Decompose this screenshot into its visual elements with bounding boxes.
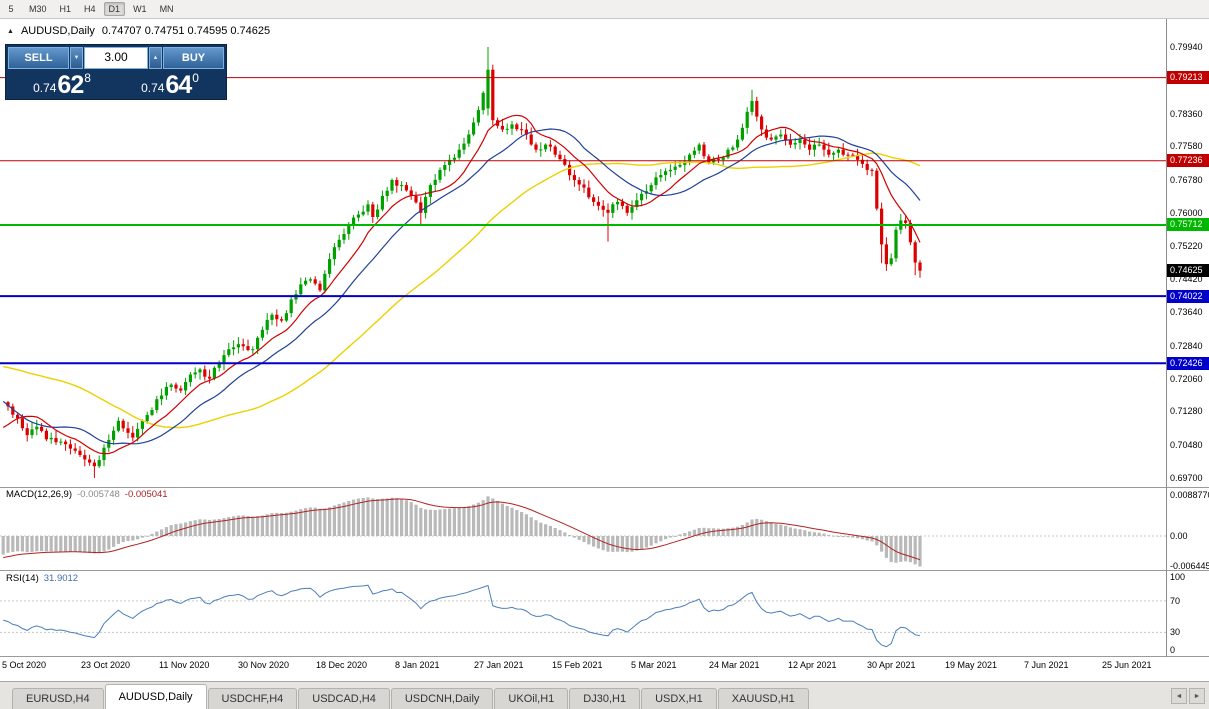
date-tick-label: 30 Nov 2020 [238,660,290,670]
date-tick-label: 27 Jan 2021 [474,660,524,670]
macd-name: MACD(12,26,9) [6,489,72,500]
timeframe-button-d1[interactable]: D1 [103,2,126,16]
tab-scroll-buttons: ◄ ► [1171,688,1205,704]
timeframe-button-mn[interactable]: MN [159,4,174,14]
buy-price-big: 64 [165,71,192,99]
price-tick-label: 0.76780 [1170,175,1203,185]
date-tick-label: 18 Dec 2020 [316,660,368,670]
date-tick-label: 30 Apr 2021 [867,660,916,670]
chart-tab-usdcad-h4[interactable]: USDCAD,H4 [298,688,390,709]
rsi-indicator-header: RSI(14) 31.9012 [6,573,78,584]
date-tick-label: 5 Oct 2020 [2,660,47,670]
buy-price-sup: 0 [192,71,199,85]
date-tick-label: 19 May 2021 [945,660,998,670]
sell-button[interactable]: SELL [8,47,69,69]
rsi-value: 31.9012 [43,573,79,584]
rsi-name: RSI(14) [6,573,39,584]
chart-tab-dj30-h1[interactable]: DJ30,H1 [569,688,641,709]
timeframe-button-h4[interactable]: H4 [84,4,96,14]
tab-scroll-right-button[interactable]: ► [1189,688,1205,704]
one-click-trading-panel: SELL ▼ 3.00 ▲ BUY 0.74 62 8 0.74 64 0 [5,44,227,100]
macd-signal-value: -0.005041 [124,489,168,500]
price-tick-label: 0.76000 [1170,208,1203,218]
rsi-tick-label: 100 [1170,572,1186,582]
price-tick-label: 0.79940 [1170,42,1203,52]
current-price-badge: 0.74625 [1167,264,1209,277]
level-price-badge: 0.75712 [1167,218,1209,231]
timeframe-button-h1[interactable]: H1 [59,4,72,14]
chart-tab-ukoil-h1[interactable]: UKOil,H1 [494,688,569,709]
sell-price-prefix: 0.74 [33,81,57,95]
date-axis[interactable]: 5 Oct 2020 23 Oct 2020 11 Nov 2020 30 Nov 2… [0,658,1166,672]
macd-main-value: -0.005748 [77,489,120,500]
chart-title-bar: ▲ AUDUSD,Daily 0.74707 0.74751 0.74595 0… [7,25,270,37]
timeframe-button-w1[interactable]: W1 [133,4,147,14]
date-tick-label: 8 Jan 2021 [395,660,440,670]
buy-price-prefix: 0.74 [141,81,165,95]
date-tick-label: 25 Jun 2021 [1102,660,1152,670]
volume-decrease-button[interactable]: ▼ [70,47,83,69]
price-tick-label: 0.71280 [1170,406,1203,416]
date-tick-label: 23 Oct 2020 [81,660,131,670]
volume-increase-button[interactable]: ▲ [149,47,162,69]
price-tick-label: 0.74420 [1170,274,1203,284]
rsi-tick-label: 70 [1170,596,1181,606]
date-tick-label: 7 Jun 2021 [1024,660,1069,670]
level-price-badge: 0.79213 [1167,71,1209,84]
buy-button[interactable]: BUY [163,47,224,69]
chart-tab-usdchf-h4[interactable]: USDCHF,H4 [207,688,298,709]
macd-panel-separator [0,487,1209,488]
date-axis-separator [0,656,1209,657]
macd-tick-label: -0.0064450 [1170,561,1209,571]
price-tick-label: 0.70480 [1170,440,1203,450]
macd-tick-label: 0.0088770 [1170,490,1209,500]
level-price-badge: 0.72426 [1167,357,1209,370]
price-tick-label: 0.72060 [1170,374,1203,384]
sell-price-big: 62 [57,71,84,99]
chart-tab-usdx-h1[interactable]: USDX,H1 [641,688,717,709]
timeframe-button-5[interactable]: 5 [8,4,14,14]
tab-scroll-left-button[interactable]: ◄ [1171,688,1187,704]
chart-tab-eurusd-h4[interactable]: EURUSD,H4 [12,688,104,709]
date-tick-label: 5 Mar 2021 [631,660,677,670]
down-arrow-icon: ▼ [73,55,80,61]
chart-tab-bar: EURUSD,H4 AUDUSD,Daily USDCHF,H4 USDCAD,H4 U… [0,681,1209,709]
price-axis-border [1166,19,1167,657]
rsi-panel-separator [0,570,1209,571]
volume-input[interactable]: 3.00 [84,47,148,69]
date-tick-label: 11 Nov 2020 [159,660,210,670]
rsi-tick-label: 0 [1170,645,1176,655]
price-tick-label: 0.75220 [1170,241,1203,251]
chart-tab-xauusd-h1[interactable]: XAUUSD,H1 [717,688,809,709]
date-tick-label: 24 Mar 2021 [709,660,760,670]
macd-indicator-header: MACD(12,26,9) -0.005748 -0.005041 [6,489,168,500]
level-price-badge: 0.74022 [1167,290,1209,303]
chart-tab-audusd-daily[interactable]: AUDUSD,Daily [104,684,207,709]
chart-tab-usdcnh-daily[interactable]: USDCNH,Daily [390,688,494,709]
price-tick-label: 0.69700 [1170,473,1203,483]
price-tick-label: 0.77580 [1170,141,1203,151]
one-click-collapse-icon[interactable]: ▲ [7,27,14,35]
chart-ohlc-values: 0.74707 0.74751 0.74595 0.74625 [101,25,271,37]
level-price-badge: 0.77236 [1167,154,1209,167]
price-tick-label: 0.73640 [1170,307,1203,317]
price-axis[interactable]: 0.799400.791600.783600.775800.767800.760… [1166,0,1209,681]
price-tick-label: 0.78360 [1170,109,1203,119]
sell-price-sup: 8 [84,71,91,85]
rsi-tick-label: 30 [1170,627,1181,637]
tabs-container: EURUSD,H4 AUDUSD,Daily USDCHF,H4 USDCAD,H4 U… [12,682,810,709]
buy-price-display: 0.74 64 0 [116,69,224,99]
up-arrow-icon: ▲ [152,55,159,61]
date-tick-label: 15 Feb 2021 [552,660,603,670]
chart-symbol-period: AUDUSD,Daily [20,25,95,37]
chart-canvas[interactable] [0,19,1209,681]
timeframe-button-m30[interactable]: M30 [29,4,47,14]
timeframe-toolbar: 5 M30 H1 H4 D1 W1 MN [0,0,1209,19]
macd-tick-label: 0.00 [1170,531,1188,541]
price-tick-label: 0.72840 [1170,341,1203,351]
date-tick-label: 12 Apr 2021 [788,660,837,670]
sell-price-display: 0.74 62 8 [8,69,116,99]
